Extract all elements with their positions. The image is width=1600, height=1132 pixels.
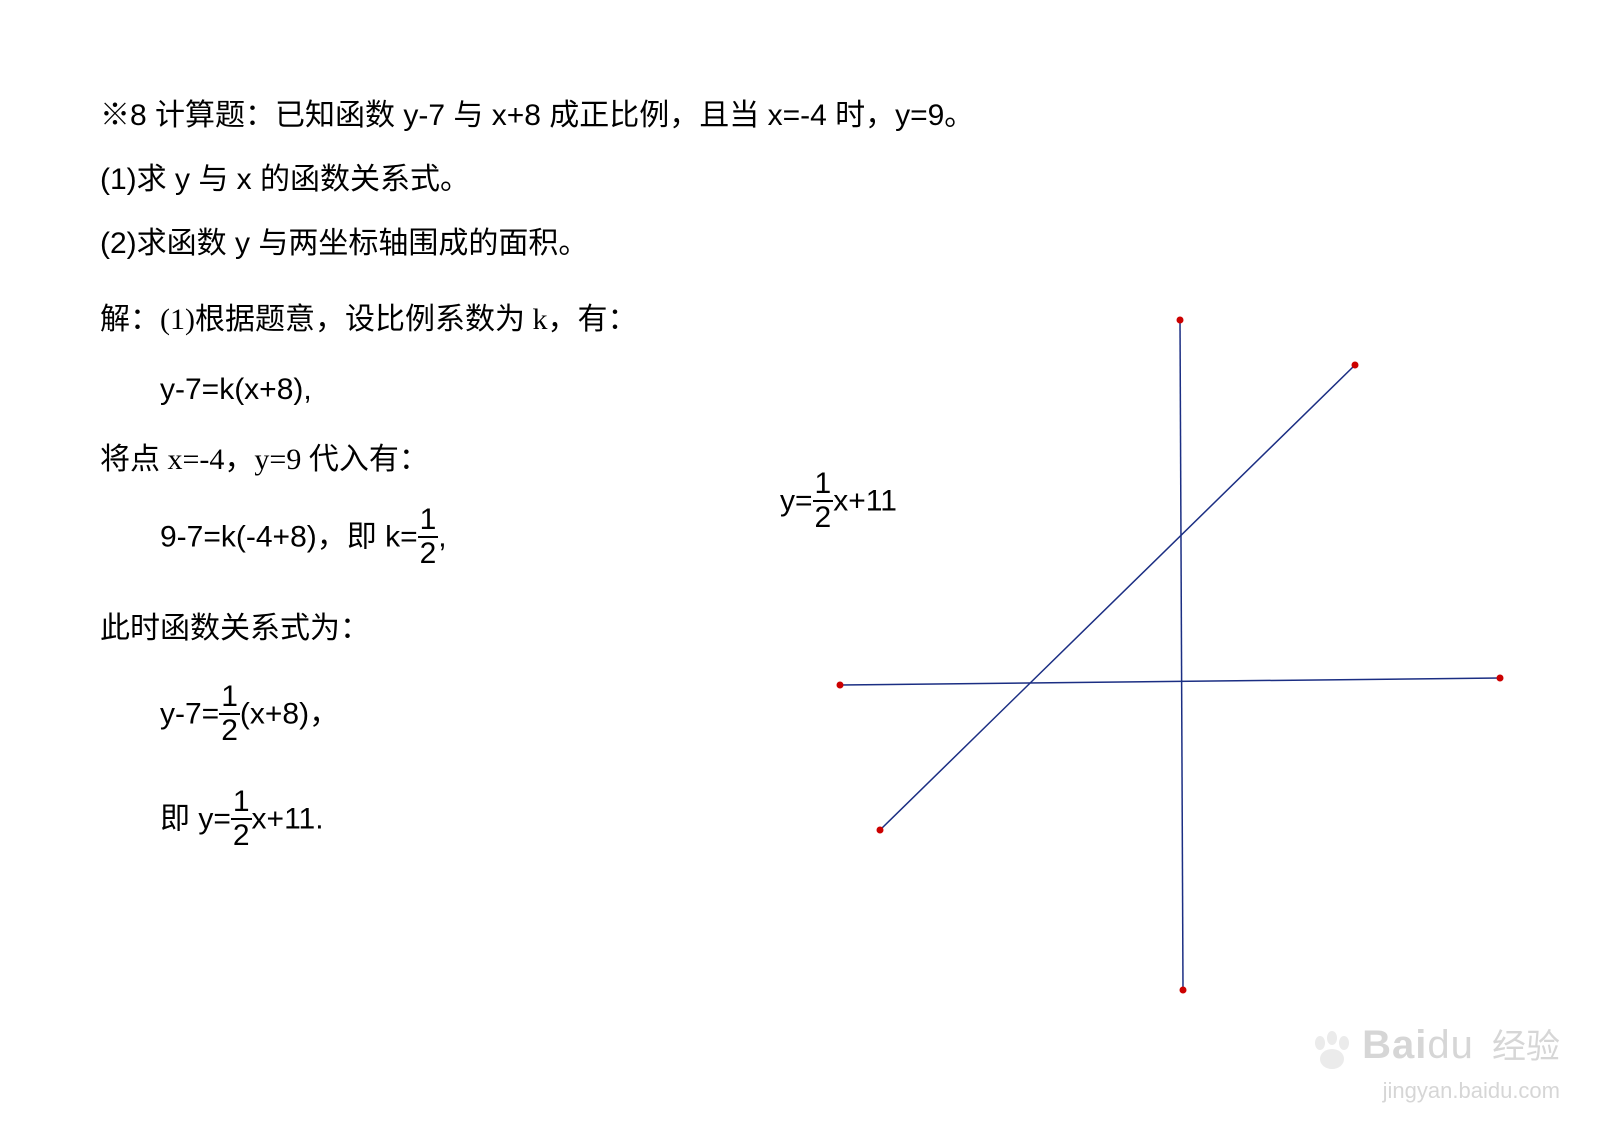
problem-line-1: ※8 计算题：已知函数 y-7 与 x+8 成正比例，且当 x=-4 时，y=9… [100,86,820,146]
problem-line-2: (1)求 y 与 x 的函数关系式。 [100,150,820,210]
solution-line-5: 此时函数关系式为： [100,605,820,653]
solution-block: 解：(1)根据题意，设比例系数为 k，有： y-7=k(x+8), 将点 x=-… [100,296,820,853]
watermark-brand-cn: 经验 [1492,1028,1560,1066]
solution-line-7a: 即 y= [160,802,231,835]
solution-line-1: 解：(1)根据题意，设比例系数为 k，有： [100,296,820,344]
page: ※8 计算题：已知函数 y-7 与 x+8 成正比例，且当 x=-4 时，y=9… [0,0,1600,1132]
graph-label-prefix: y= [780,484,813,517]
solution-line-6a: y-7= [160,697,219,730]
watermark-brand-row: Baidu 经验 [1310,1019,1560,1076]
fraction-den-3: 2 [231,820,252,852]
fraction-den-2: 2 [219,715,240,747]
problem-line-3: (2)求函数 y 与两坐标轴围成的面积。 [100,214,820,274]
fraction-num: 1 [418,504,439,538]
solution-line-7: 即 y=12x+11. [100,788,820,853]
solution-line-4a: 9-7=k(-4+8)，即 k= [160,520,418,553]
solution-line-6b: (x+8)， [240,697,339,730]
solution-line-6: y-7=12(x+8)， [100,683,820,748]
coordinate-graph [810,300,1510,1000]
watermark-brand: Baidu [1362,1023,1486,1067]
fraction-num-2: 1 [219,681,240,715]
fraction-3: 12 [231,786,252,851]
watermark: Baidu 经验 jingyan.baidu.com [1310,1019,1560,1104]
fraction-2: 12 [219,681,240,746]
watermark-url: jingyan.baidu.com [1310,1078,1560,1104]
solution-line-4b: , [438,520,446,553]
solution-line-4: 9-7=k(-4+8)，即 k=12, [100,506,820,571]
problem-block: ※8 计算题：已知函数 y-7 与 x+8 成正比例，且当 x=-4 时，y=9… [100,86,820,274]
left-column: ※8 计算题：已知函数 y-7 与 x+8 成正比例，且当 x=-4 时，y=9… [100,86,820,853]
fraction-num-3: 1 [231,786,252,820]
watermark-brand-b: du [1427,1023,1474,1067]
solution-line-3: 将点 x=-4，y=9 代入有： [100,436,820,484]
watermark-brand-a: Bai [1362,1023,1427,1067]
paw-icon [1310,1031,1354,1076]
fraction-den: 2 [418,538,439,570]
graph-svg [810,300,1510,1000]
solution-line-2: y-7=k(x+8), [100,366,820,414]
fraction-1: 12 [418,504,439,569]
solution-line-7b: x+11. [252,802,324,835]
